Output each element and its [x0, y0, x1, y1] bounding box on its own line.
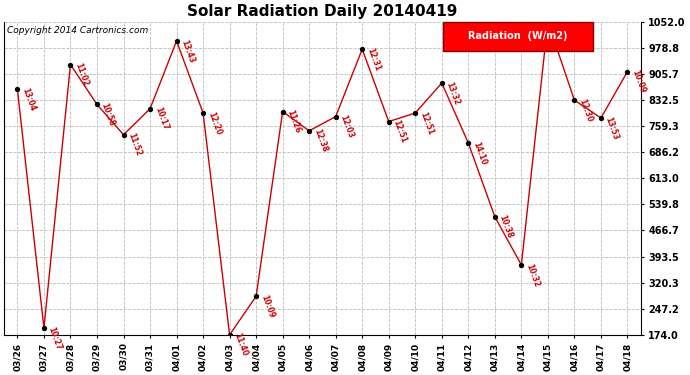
- Point: [595, 115, 607, 121]
- Text: 13:04: 13:04: [20, 87, 37, 112]
- Point: [489, 214, 500, 220]
- Text: 12:51: 12:51: [418, 110, 435, 136]
- Point: [569, 97, 580, 103]
- Text: 10:09: 10:09: [259, 294, 275, 319]
- Text: Radiation  (W/m2): Radiation (W/m2): [469, 31, 568, 41]
- Point: [92, 102, 103, 108]
- Text: 12:51: 12:51: [391, 119, 408, 144]
- Point: [197, 110, 208, 116]
- Text: 12:03: 12:03: [339, 114, 355, 140]
- Text: 10:27: 10:27: [47, 325, 63, 351]
- Text: 10:17: 10:17: [152, 106, 170, 132]
- Text: 14:10: 14:10: [471, 140, 488, 166]
- Text: 11:02: 11:02: [73, 62, 90, 87]
- Point: [516, 262, 527, 268]
- Text: 10:32: 10:32: [524, 262, 541, 288]
- Point: [304, 128, 315, 134]
- Point: [331, 114, 342, 120]
- Text: 11:40: 11:40: [233, 332, 249, 358]
- Title: Solar Radiation Daily 20140419: Solar Radiation Daily 20140419: [187, 4, 457, 19]
- Point: [171, 38, 182, 44]
- Text: Copyright 2014 Cartronics.com: Copyright 2014 Cartronics.com: [8, 26, 148, 35]
- Point: [463, 140, 474, 146]
- FancyBboxPatch shape: [444, 22, 593, 51]
- Point: [542, 19, 553, 25]
- Point: [224, 332, 235, 338]
- Text: 12:38: 12:38: [312, 128, 328, 154]
- Text: 10:58: 10:58: [100, 102, 117, 128]
- Point: [622, 69, 633, 75]
- Point: [383, 118, 394, 124]
- Point: [410, 110, 421, 116]
- Point: [118, 132, 129, 138]
- Text: 10:09: 10:09: [630, 69, 647, 94]
- Point: [277, 109, 288, 115]
- Text: 13:32: 13:32: [444, 80, 462, 106]
- Point: [436, 80, 447, 86]
- Point: [250, 293, 262, 299]
- Text: 13:53: 13:53: [604, 115, 620, 141]
- Point: [65, 62, 76, 68]
- Text: 11:26: 11:26: [286, 109, 302, 135]
- Text: 12:31: 12:31: [365, 46, 382, 72]
- Point: [12, 87, 23, 93]
- Text: 10:38: 10:38: [497, 214, 514, 240]
- Text: 12:20: 12:20: [206, 110, 223, 136]
- Text: 12:30: 12:30: [577, 98, 594, 123]
- Text: 13:43: 13:43: [179, 38, 196, 64]
- Text: 11:52: 11:52: [126, 132, 143, 158]
- Point: [144, 106, 155, 112]
- Point: [39, 325, 50, 331]
- Point: [357, 46, 368, 52]
